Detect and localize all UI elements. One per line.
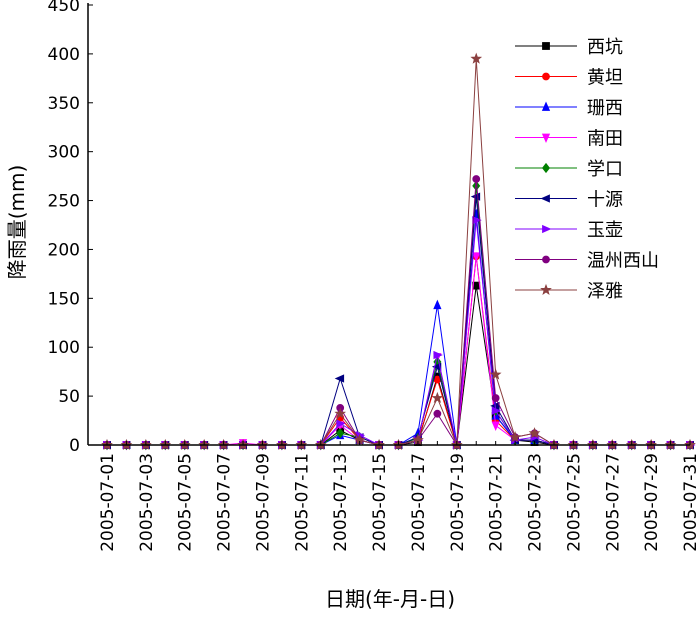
data-point bbox=[528, 427, 541, 439]
y-tick-label: 450 bbox=[48, 0, 80, 16]
y-tick-label: 350 bbox=[48, 94, 80, 114]
legend-marker bbox=[542, 224, 552, 234]
y-tick-label: 400 bbox=[48, 45, 80, 65]
legend-entry: 珊西 bbox=[515, 98, 623, 119]
legend-label: 温州西山 bbox=[587, 251, 659, 272]
x-tick-label: 2005-07-31 bbox=[681, 453, 700, 552]
x-tick-label: 2005-07-15 bbox=[370, 453, 390, 552]
data-point bbox=[334, 407, 347, 419]
legend-marker bbox=[541, 101, 551, 111]
x-tick-label: 2005-07-29 bbox=[642, 453, 662, 552]
series-line bbox=[107, 214, 690, 446]
data-point bbox=[433, 350, 443, 360]
legend-entry: 泽雅 bbox=[515, 281, 623, 302]
data-point bbox=[336, 419, 346, 428]
legend-label: 黄坦 bbox=[587, 68, 623, 89]
data-point bbox=[470, 52, 483, 64]
y-axis-title: 降雨量(mm) bbox=[5, 165, 29, 280]
x-axis-title: 日期(年-月-日) bbox=[325, 587, 455, 611]
x-tick-label: 2005-07-13 bbox=[331, 453, 351, 552]
y-tick-label: 150 bbox=[48, 289, 80, 309]
data-point bbox=[336, 428, 345, 439]
data-point bbox=[433, 299, 442, 310]
axes: 0 50 100 150 200 250 300 350 400 450 2005-07-01 200… bbox=[48, 0, 700, 552]
data-point bbox=[472, 180, 481, 192]
series-8 bbox=[103, 175, 694, 449]
data-point bbox=[472, 252, 481, 262]
y-tick-label: 300 bbox=[48, 143, 80, 163]
y-tick-label: 250 bbox=[48, 192, 80, 212]
legend-marker bbox=[542, 255, 550, 264]
data-point bbox=[491, 406, 502, 415]
legend-entry: 西坑 bbox=[515, 37, 623, 58]
legend-label: 西坑 bbox=[587, 37, 623, 58]
data-point bbox=[431, 391, 444, 404]
x-tick-label: 2005-07-09 bbox=[253, 453, 273, 552]
data-point bbox=[491, 394, 500, 402]
x-tick-label: 2005-07-25 bbox=[564, 453, 584, 552]
legend-marker bbox=[540, 283, 552, 295]
x-tick-label: 2005-07-23 bbox=[526, 453, 546, 552]
series-3 bbox=[102, 208, 695, 449]
x-tick-label: 2005-07-17 bbox=[409, 453, 429, 552]
data-point bbox=[491, 421, 500, 431]
legend-entry: 南田 bbox=[515, 129, 623, 150]
data-point bbox=[334, 374, 345, 383]
legend-label: 泽雅 bbox=[587, 281, 623, 302]
legend-marker bbox=[540, 194, 550, 203]
legend-marker bbox=[542, 72, 550, 81]
x-tick-label: 2005-07-07 bbox=[215, 453, 235, 552]
x-tick-label: 2005-07-03 bbox=[137, 453, 157, 552]
legend-label: 学口 bbox=[587, 159, 623, 180]
legend-entry: 学口 bbox=[515, 159, 623, 180]
legend-marker bbox=[541, 133, 551, 143]
data-point bbox=[472, 175, 481, 183]
series-line bbox=[107, 178, 690, 447]
data-point bbox=[489, 368, 502, 380]
legend-marker bbox=[541, 162, 551, 174]
y-tick-label: 100 bbox=[48, 338, 80, 358]
y-tick-label: 50 bbox=[58, 387, 80, 407]
y-tick-label: 200 bbox=[48, 240, 80, 260]
legend-label: 珊西 bbox=[587, 98, 623, 119]
legend-label: 南田 bbox=[587, 129, 623, 150]
series-line bbox=[107, 285, 690, 446]
legend-entry: 温州西山 bbox=[515, 251, 659, 272]
legend-label: 玉壶 bbox=[587, 220, 623, 241]
data-point bbox=[431, 362, 442, 371]
legend-label: 十源 bbox=[587, 190, 623, 211]
y-tick-label: 0 bbox=[69, 436, 80, 456]
x-tick-label: 2005-07-27 bbox=[603, 453, 623, 552]
x-tick-label: 2005-07-21 bbox=[487, 453, 507, 552]
data-point bbox=[509, 431, 521, 443]
x-tick-label: 2005-07-01 bbox=[98, 453, 118, 552]
series-1 bbox=[103, 281, 694, 449]
x-tick-label: 2005-07-11 bbox=[292, 453, 312, 552]
legend-entry: 玉壶 bbox=[515, 220, 623, 241]
legend-marker bbox=[542, 42, 550, 50]
legend-entry: 黄坦 bbox=[515, 68, 623, 89]
legend-entry: 十源 bbox=[515, 190, 623, 211]
x-tick-label: 2005-07-19 bbox=[448, 453, 468, 552]
data-point bbox=[433, 409, 442, 418]
x-tick-label: 2005-07-05 bbox=[176, 453, 196, 552]
